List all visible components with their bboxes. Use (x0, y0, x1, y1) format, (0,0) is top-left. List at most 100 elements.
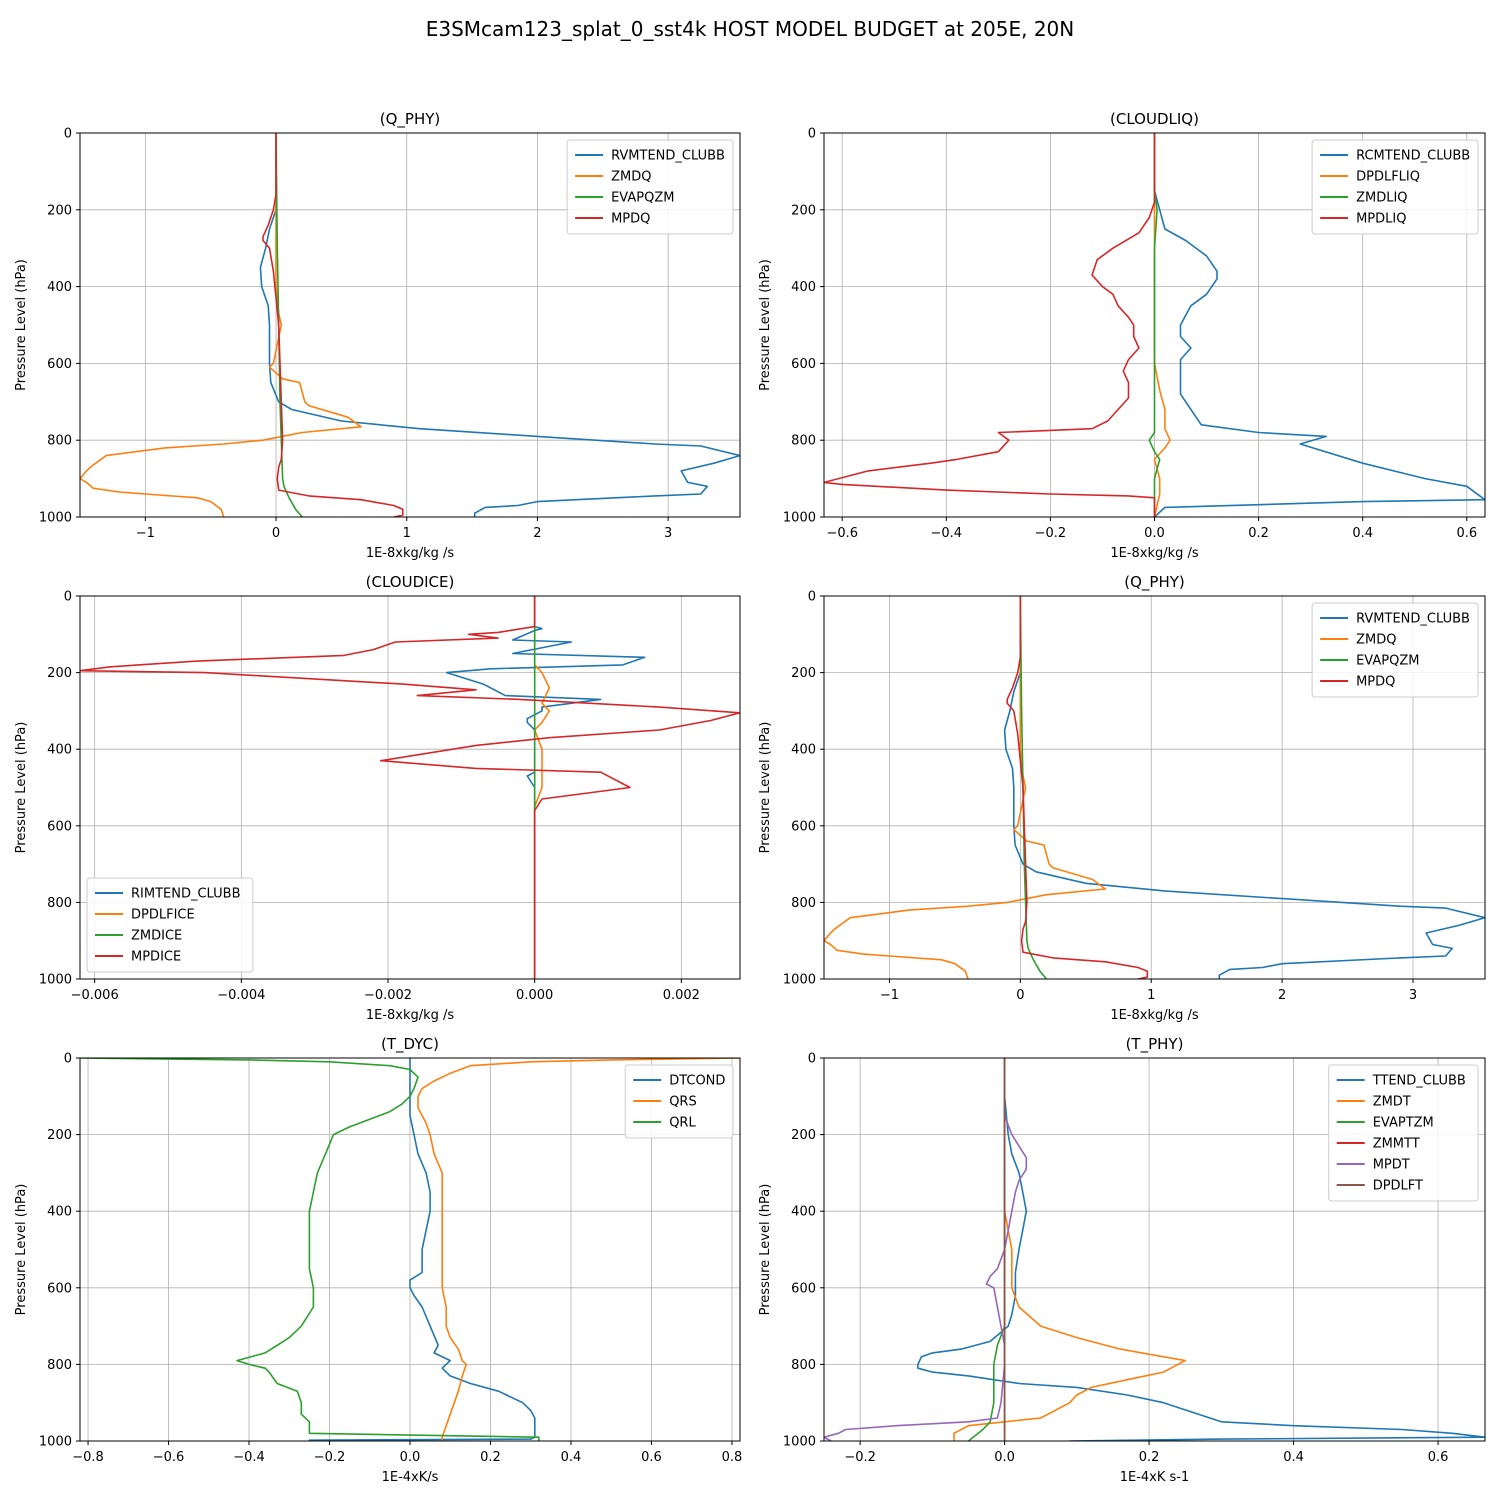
x-tick-label: 0.6 (1428, 1450, 1449, 1465)
legend-label: MPDLIQ (1356, 212, 1406, 227)
y-axis-label: Pressure Level (hPa) (758, 259, 773, 391)
y-tick-label: 1000 (783, 1435, 816, 1450)
legend-label: RVMTEND_CLUBB (1356, 612, 1470, 627)
y-tick-label: 400 (791, 1205, 816, 1220)
panel-title: (CLOUDLIQ) (1110, 110, 1199, 128)
y-tick-label: 0 (64, 127, 72, 142)
x-tick-label: 0.002 (663, 988, 700, 1003)
x-tick-label: −0.8 (72, 1450, 104, 1465)
x-tick-label: 0.4 (561, 1450, 582, 1465)
x-tick-label: −0.004 (217, 988, 265, 1003)
legend: RIMTEND_CLUBB DPDLFICE ZMDICE MPDICE (86, 877, 254, 973)
x-axis-label: 1E-4xK s-1 (1120, 1470, 1190, 1485)
y-tick-label: 200 (791, 1128, 816, 1143)
series-line-evapqzm (275, 133, 303, 517)
legend-label: ZMDICE (131, 929, 182, 944)
x-tick-label: −0.006 (71, 988, 119, 1003)
y-tick-label: 0 (808, 127, 816, 142)
legend-label: RCMTEND_CLUBB (1356, 149, 1470, 164)
y-tick-label: 600 (47, 1281, 72, 1296)
series-line-zmdliq (1148, 133, 1161, 517)
series-line-zmdt (953, 1058, 1186, 1441)
legend: DTCOND QRS QRL (624, 1064, 734, 1139)
legend-label: ZMDQ (611, 170, 651, 185)
series-line-dtcond (308, 1058, 536, 1441)
y-tick-label: 1000 (39, 511, 72, 526)
panel-title: (CLOUDICE) (366, 573, 455, 591)
y-tick-label: 600 (47, 357, 72, 372)
y-tick-label: 800 (791, 896, 816, 911)
legend: RCMTEND_CLUBB DPDLFLIQ ZMDLIQ MPDLIQ (1311, 139, 1479, 235)
x-axis-label: 1E-8xkg/kg /s (366, 546, 455, 561)
chart-panel-2: −0.6 −0.4 −0.2 0.0 0.2 0.4 0.6 0 200 400 600 800 100… (758, 110, 1486, 561)
y-axis-label: Pressure Level (hPa) (758, 722, 773, 854)
legend-box (624, 1064, 734, 1139)
legend-label: TTEND_CLUBB (1372, 1074, 1466, 1089)
y-tick-label: 400 (791, 280, 816, 295)
series-line-qrs (417, 1058, 740, 1441)
legend-label: MPDICE (131, 950, 181, 965)
x-tick-label: 0.4 (1283, 1450, 1304, 1465)
y-tick-label: 600 (791, 1281, 816, 1296)
x-tick-label: 0 (272, 526, 280, 541)
legend-label: MPDQ (611, 212, 650, 227)
series-line-mpdq (262, 133, 404, 517)
series-line-ttend-clubb (917, 1058, 1485, 1441)
y-tick-label: 800 (47, 896, 72, 911)
x-tick-label: −0.6 (826, 526, 858, 541)
series-line-rimtend-clubb (445, 596, 646, 979)
series-line-dpdlfliq (1153, 133, 1171, 517)
series-line-zmdq (80, 133, 362, 517)
x-tick-label: −0.2 (314, 1450, 346, 1465)
x-tick-label: 0.8 (722, 1450, 743, 1465)
y-axis-label: Pressure Level (hPa) (14, 259, 29, 391)
x-tick-label: 0.6 (1456, 526, 1477, 541)
legend-label: MPDQ (1356, 675, 1395, 690)
legend-box (1311, 139, 1479, 235)
legend-label: EVAPQZM (1356, 654, 1419, 669)
legend: RVMTEND_CLUBB ZMDQ EVAPQZM MPDQ (1311, 602, 1479, 698)
x-tick-label: −1 (880, 988, 899, 1003)
legend-label: ZMDQ (1356, 633, 1396, 648)
series-line-rvmtend-clubb (259, 133, 740, 517)
y-tick-label: 600 (791, 357, 816, 372)
y-tick-label: 0 (808, 590, 816, 605)
legend-label: QRS (669, 1095, 697, 1110)
legend-label: ZMDLIQ (1356, 191, 1407, 206)
series-line-mpdt (824, 1058, 1028, 1441)
series-line-rvmtend-clubb (1003, 596, 1485, 979)
chart-panel-5: −0.8 −0.6 −0.4 −0.2 0.0 0.2 0.4 0.6 0.8 0 200 400 60… (14, 1035, 742, 1485)
chart-panel-6: −0.2 0.0 0.2 0.4 0.6 0 200 400 600 800 1000 (T_PHY)… (758, 1035, 1486, 1485)
y-tick-label: 1000 (783, 973, 816, 988)
y-tick-label: 0 (808, 1052, 816, 1067)
x-tick-label: 0.2 (480, 1450, 501, 1465)
legend-label: ZMDT (1373, 1095, 1411, 1110)
legend-box (1311, 602, 1479, 698)
x-tick-label: 0.0 (994, 1450, 1015, 1465)
y-tick-label: 400 (47, 1205, 72, 1220)
legend-label: DPDLFICE (131, 908, 195, 923)
x-tick-label: −1 (136, 526, 155, 541)
y-tick-label: 800 (791, 1358, 816, 1373)
legend: RVMTEND_CLUBB ZMDQ EVAPQZM MPDQ (566, 139, 734, 235)
panel-title: (T_DYC) (381, 1035, 439, 1054)
panel-title: (Q_PHY) (1124, 573, 1185, 592)
y-tick-label: 1000 (783, 511, 816, 526)
y-tick-label: 1000 (39, 1435, 72, 1450)
x-tick-label: −0.6 (153, 1450, 185, 1465)
y-tick-label: 600 (47, 819, 72, 834)
legend-label: DTCOND (669, 1074, 725, 1089)
x-tick-label: 0.0 (400, 1450, 421, 1465)
y-tick-label: 600 (791, 819, 816, 834)
x-tick-label: −0.4 (233, 1450, 265, 1465)
legend-label: DPDLFT (1373, 1179, 1423, 1194)
legend-label: RIMTEND_CLUBB (131, 887, 241, 902)
legend-box (566, 139, 734, 235)
series-line-mpdq (1006, 596, 1149, 979)
y-axis-label: Pressure Level (hPa) (758, 1184, 773, 1316)
y-tick-label: 0 (64, 590, 72, 605)
panel-title: (Q_PHY) (380, 110, 441, 129)
y-tick-label: 0 (64, 1052, 72, 1067)
y-tick-label: 800 (791, 434, 816, 449)
